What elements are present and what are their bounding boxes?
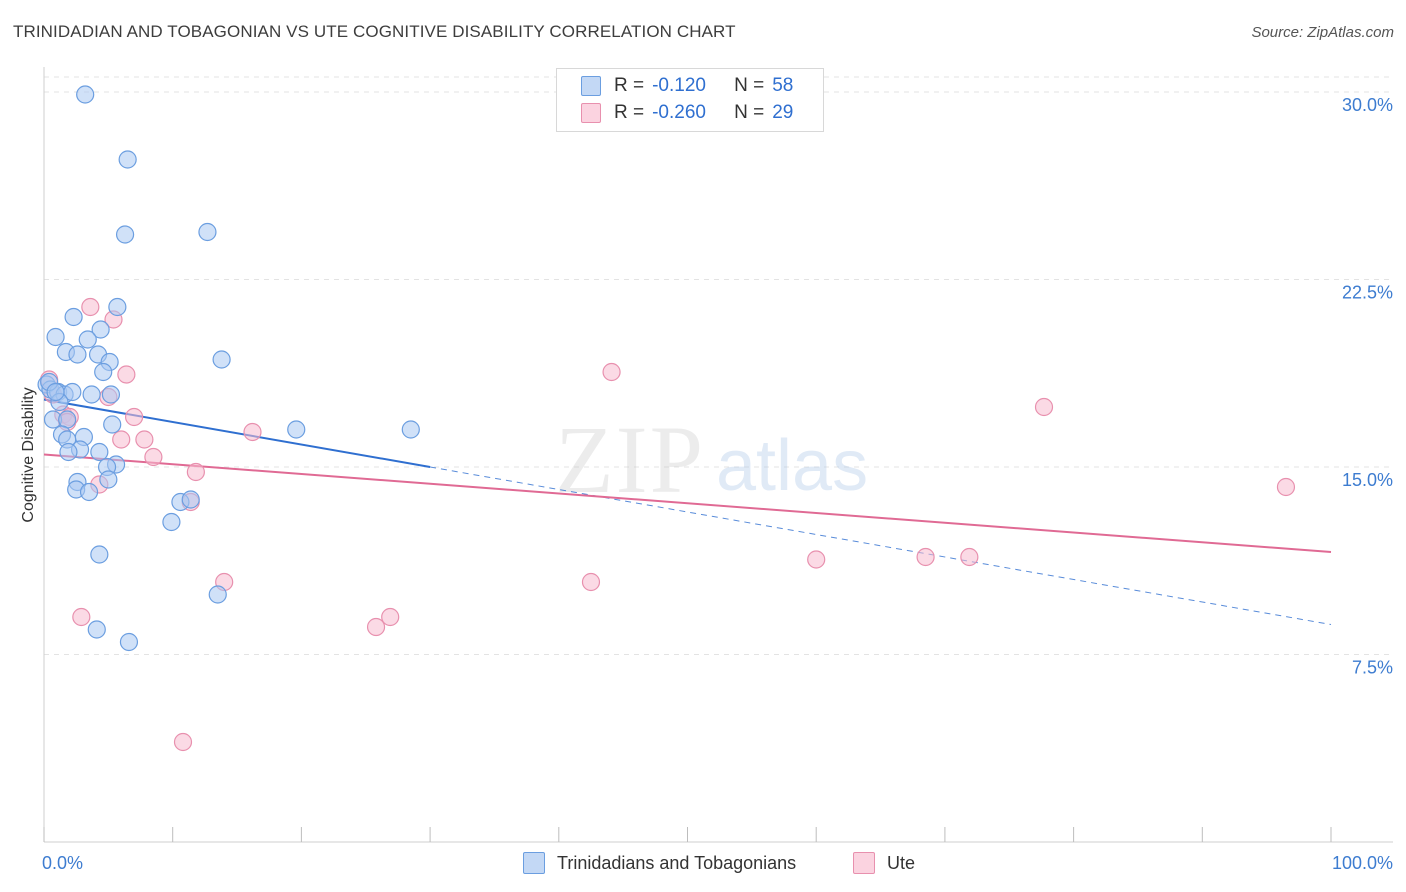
point-trinidadian — [115, 225, 135, 244]
point-trinidadian — [46, 382, 65, 402]
x-tick-label: 100.0% — [1332, 853, 1393, 873]
trend-line-trinidadian — [43, 398, 431, 468]
point-ute — [144, 447, 163, 467]
chart-source: Source: ZipAtlas.com — [1251, 24, 1394, 41]
point-ute — [135, 430, 154, 449]
legend-n-label: N = — [734, 75, 765, 96]
point-ute — [243, 422, 262, 442]
point-trinidadian — [91, 320, 110, 339]
point-trinidadian — [46, 327, 65, 347]
point-ute — [81, 297, 100, 317]
y-tick-label: 7.5% — [1352, 658, 1393, 678]
watermark: ZIP atlas — [555, 406, 868, 513]
point-trinidadian — [401, 420, 420, 439]
point-ute — [117, 365, 136, 384]
point-ute — [1034, 397, 1054, 417]
trend-line-ute — [43, 453, 1332, 553]
point-trinidadian — [79, 482, 99, 502]
series-swatch-blue — [523, 852, 545, 874]
point-ute — [381, 607, 400, 627]
legend-r-label: R = — [614, 102, 645, 123]
point-trinidadian — [162, 512, 181, 532]
legend-r-label: R = — [614, 75, 645, 96]
point-trinidadian — [118, 150, 137, 169]
point-trinidadian — [90, 442, 109, 462]
legend-n-value: 29 — [772, 102, 794, 123]
point-trinidadian — [198, 222, 217, 242]
point-trinidadian — [76, 85, 95, 104]
series-legend-label: Trinidadians and Tobagonians — [557, 852, 797, 873]
point-trinidadian — [68, 345, 87, 364]
grid-lines — [44, 76, 1393, 655]
y-tick-label: 22.5% — [1342, 283, 1393, 303]
point-trinidadian — [101, 385, 121, 404]
data-points — [37, 85, 1296, 752]
legend-r-value: -0.120 — [652, 75, 706, 96]
point-ute — [807, 550, 826, 569]
point-trinidadian — [181, 490, 200, 509]
series-legend-ute: Ute — [853, 852, 915, 874]
point-trinidadian — [90, 545, 109, 564]
point-trinidadian — [103, 415, 122, 434]
point-trinidadian — [212, 350, 231, 369]
point-trinidadian — [94, 362, 113, 382]
series-legend-label: Ute — [887, 852, 916, 873]
point-ute — [366, 617, 386, 637]
x-tick-label: 0.0% — [42, 853, 83, 873]
series-swatch-pink — [853, 852, 875, 874]
point-trinidadian — [82, 385, 101, 404]
point-trinidadian — [119, 632, 139, 652]
trend-line-trinidadian-extrapolated — [430, 466, 1332, 625]
y-tick-label: 15.0% — [1342, 470, 1393, 490]
legend-swatch-pink — [581, 103, 601, 123]
watermark-atlas: atlas — [716, 426, 868, 506]
point-ute — [72, 607, 91, 627]
point-ute — [186, 462, 205, 482]
series-legend: Trinidadians and Tobagonians Ute — [0, 852, 1406, 878]
point-trinidadian — [99, 470, 118, 489]
point-ute — [124, 407, 144, 427]
point-trinidadian — [59, 442, 78, 462]
point-ute — [916, 547, 935, 567]
point-ute — [602, 362, 621, 382]
point-trinidadian — [87, 620, 106, 639]
point-ute — [1276, 477, 1296, 497]
stats-legend: R = -0.120 N = 58 R = -0.260 N = 29 — [556, 68, 824, 132]
legend-n-value: 58 — [772, 75, 794, 96]
point-trinidadian — [208, 585, 227, 604]
legend-row-ute: R = -0.260 N = 29 — [581, 100, 793, 126]
legend-row-trinidadian: R = -0.120 N = 58 — [581, 73, 793, 99]
y-tick-label: 30.0% — [1342, 95, 1393, 115]
point-ute — [960, 547, 979, 567]
trend-lines — [43, 398, 1332, 625]
point-ute — [112, 430, 131, 449]
series-legend-trinidadian: Trinidadians and Tobagonians — [523, 852, 796, 874]
watermark-zip: ZIP — [555, 406, 705, 513]
legend-swatch-blue — [581, 76, 601, 96]
point-trinidadian — [78, 330, 97, 349]
point-ute — [581, 572, 601, 592]
legend-r-value: -0.260 — [652, 102, 706, 123]
point-trinidadian — [287, 420, 306, 439]
point-trinidadian — [64, 307, 83, 327]
legend-n-label: N = — [734, 102, 765, 123]
point-ute — [173, 732, 193, 752]
point-trinidadian — [108, 297, 127, 317]
chart-title: TRINIDADIAN AND TOBAGONIAN VS UTE COGNIT… — [13, 22, 736, 41]
tick-labels: 7.5% 15.0% 22.5% 30.0% 0.0% 100.0% — [42, 95, 1393, 873]
